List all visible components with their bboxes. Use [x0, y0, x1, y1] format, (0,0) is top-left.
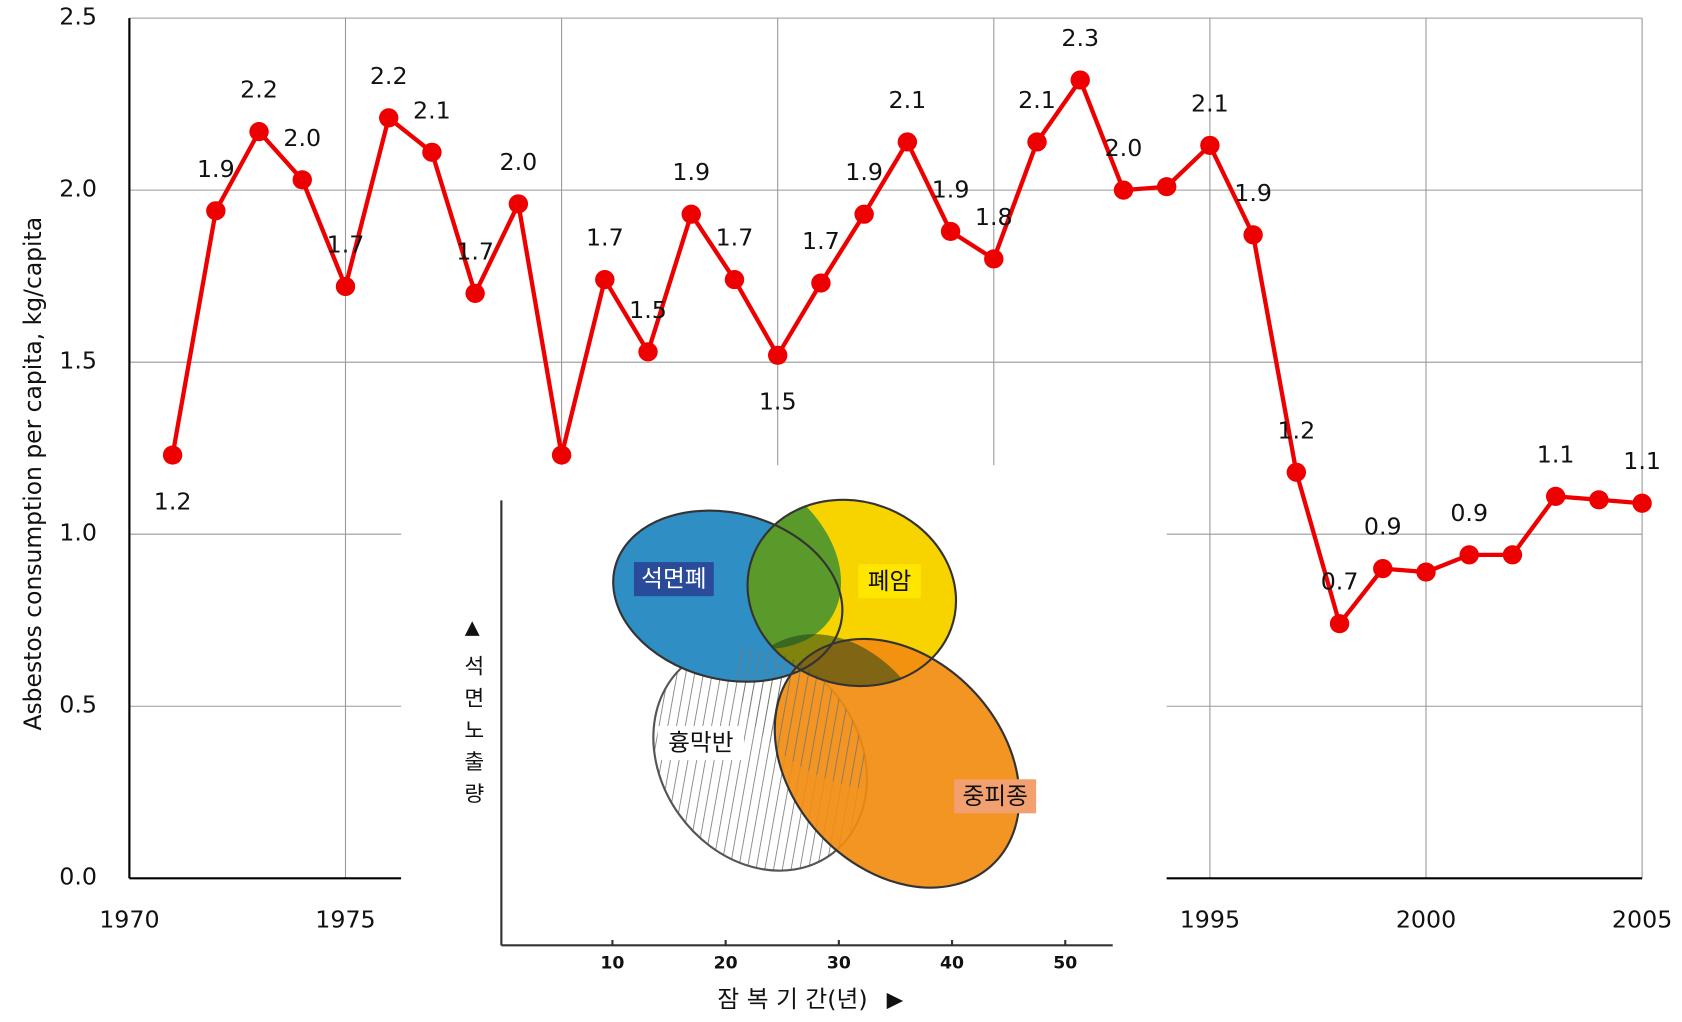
inset-diagram: 석면폐 폐암 흉막반 중피종 ▲ 석면노출량 잠 복 기 간(년) ▶ 10 20… — [401, 465, 1167, 1022]
data-label: 0.9 — [1364, 513, 1402, 541]
data-point — [551, 445, 572, 465]
data-point — [1113, 180, 1134, 200]
data-label: 1.5 — [629, 296, 667, 324]
data-label: 1.9 — [672, 158, 710, 186]
y-tick-label: 1.0 — [59, 519, 97, 547]
data-label: 2.1 — [1191, 90, 1229, 118]
data-point — [767, 345, 788, 365]
data-label: 2.0 — [500, 148, 538, 176]
data-point — [422, 142, 442, 162]
region-label: 폐암 — [868, 567, 912, 595]
label-bg — [954, 779, 1037, 814]
data-point — [1286, 462, 1307, 482]
data-label: 1.1 — [1623, 447, 1661, 475]
region-label: 석면폐 — [641, 565, 706, 593]
data-point — [940, 221, 961, 242]
data-label: 1.2 — [1277, 416, 1315, 444]
x-tick-label: 1970 — [99, 905, 159, 933]
data-point — [595, 270, 615, 290]
data-label: 2.1 — [888, 86, 926, 114]
data-point — [724, 270, 745, 290]
data-point — [292, 170, 312, 190]
data-point — [811, 273, 831, 293]
data-point — [249, 122, 269, 142]
data-point — [1200, 135, 1220, 155]
data-point — [897, 132, 918, 152]
x-tick-label: 2005 — [1612, 905, 1672, 933]
inset-tick-label: 50 — [1053, 954, 1077, 974]
data-label: 1.7 — [327, 231, 365, 259]
y-tick-label: 1.5 — [59, 347, 97, 375]
data-point — [1027, 132, 1047, 152]
region-label: 흉막반 — [668, 729, 733, 757]
data-point — [854, 204, 874, 224]
arrow-right: ▶ — [887, 988, 904, 1013]
data-label: 2.3 — [1061, 24, 1099, 52]
data-label: 0.9 — [1450, 499, 1488, 527]
label-bg — [858, 564, 921, 599]
x-tick-label: 1975 — [315, 905, 375, 933]
data-label: 2.1 — [1018, 86, 1056, 114]
data-point — [1373, 559, 1393, 579]
x-tick-label: 1995 — [1180, 905, 1240, 933]
data-point — [1329, 614, 1350, 634]
data-point — [1416, 562, 1436, 582]
inset-tick-label: 10 — [600, 954, 624, 974]
data-point — [1459, 545, 1479, 565]
y-tick-label: 2.5 — [59, 3, 97, 31]
data-point — [681, 204, 701, 224]
data-point — [1632, 493, 1652, 513]
data-point — [1545, 486, 1566, 506]
data-label: 2.2 — [370, 62, 408, 90]
data-label: 1.1 — [1537, 441, 1575, 469]
data-label: 0.7 — [1321, 568, 1359, 596]
y-axis-title: Asbestos consumption per capita, kg/capi… — [19, 217, 47, 731]
arrow-up: ▲ — [465, 616, 480, 639]
data-label: 2.1 — [413, 96, 451, 124]
data-label: 1.7 — [456, 238, 494, 266]
data-label: 1.9 — [1234, 179, 1272, 207]
data-label: 1.9 — [932, 176, 970, 204]
data-point — [1243, 225, 1263, 245]
data-point — [1502, 545, 1523, 565]
label-bg — [657, 726, 744, 761]
data-label: 2.2 — [240, 76, 278, 104]
data-point — [335, 276, 356, 297]
data-label: 2.0 — [283, 124, 321, 152]
data-point — [1589, 490, 1609, 510]
region-outlines — [612, 498, 1021, 889]
data-point — [1156, 177, 1177, 197]
region-label: 중피종 — [962, 782, 1027, 810]
inset-tick-label: 30 — [827, 954, 851, 974]
label-bg — [633, 562, 714, 597]
data-point — [465, 283, 485, 303]
x-tick-label: 2000 — [1396, 905, 1456, 933]
inset-y-title: 석면노출량 — [460, 655, 485, 815]
inset-x-title: 잠 복 기 간(년) — [717, 985, 867, 1013]
data-point — [162, 445, 183, 465]
inset-tick-label: 20 — [714, 954, 738, 974]
data-point — [984, 249, 1004, 269]
data-point — [508, 194, 529, 214]
data-label: 2.0 — [1105, 134, 1143, 162]
y-tick-label: 0.5 — [59, 691, 97, 719]
inset-tick-label: 40 — [940, 954, 964, 974]
y-tick-label: 2.0 — [59, 175, 97, 203]
data-label: 1.2 — [154, 488, 192, 516]
data-point — [1070, 70, 1090, 90]
y-tick-label: 0.0 — [59, 863, 97, 891]
data-label: 1.8 — [975, 203, 1013, 231]
data-point — [206, 201, 226, 221]
data-point — [379, 108, 399, 128]
data-label: 1.7 — [802, 227, 840, 255]
data-label: 1.7 — [716, 224, 754, 252]
data-point — [638, 342, 658, 362]
data-label: 1.7 — [586, 224, 624, 252]
data-label: 1.5 — [759, 388, 797, 416]
data-label: 1.9 — [845, 158, 883, 186]
data-label: 1.9 — [197, 155, 235, 183]
